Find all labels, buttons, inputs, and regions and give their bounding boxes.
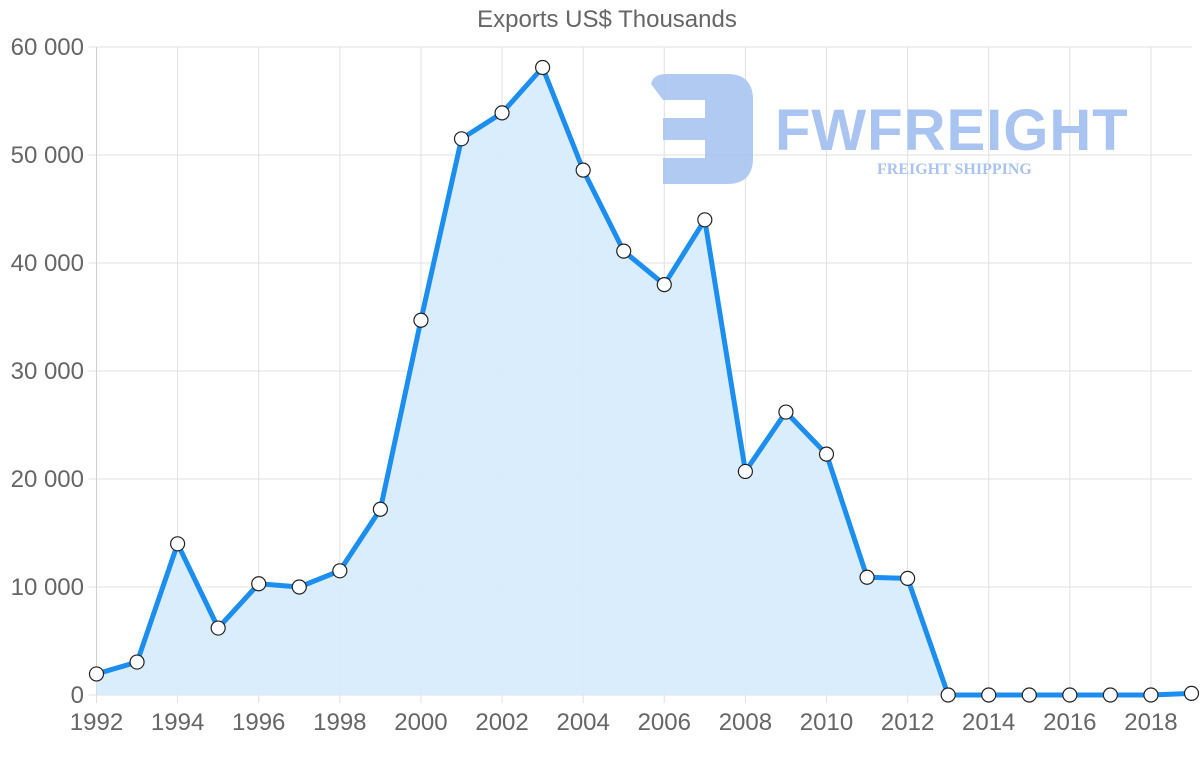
data-point <box>616 243 632 259</box>
data-point <box>778 404 794 420</box>
x-tick-label: 2012 <box>881 709 934 736</box>
x-tick-label: 2006 <box>638 709 691 736</box>
data-line <box>95 65 1192 698</box>
y-tick-label: 30 000 <box>11 358 84 385</box>
y-axis-ticks: 0 10 000 20 000 30 000 40 000 50 000 60 000 <box>11 34 84 709</box>
data-point <box>818 446 835 462</box>
x-axis-ticks: 1992 1994 1996 1998 2000 2002 2004 2006 2008 2010… <box>70 709 1178 736</box>
data-point <box>656 277 672 293</box>
data-point <box>1183 685 1200 701</box>
area-fill <box>96 67 1192 695</box>
y-tick-label: 50 000 <box>11 142 84 169</box>
data-point <box>494 105 510 121</box>
chart-title: Exports US$ Thousands <box>477 6 737 33</box>
data-point <box>1102 687 1118 703</box>
data-point <box>291 579 307 595</box>
y-tick-label: 20 000 <box>11 466 84 493</box>
x-tick-label: 2008 <box>719 709 772 736</box>
y-tick-label: 60 000 <box>11 34 84 61</box>
data-markers <box>88 59 1200 703</box>
data-point <box>170 536 186 552</box>
data-point <box>900 570 916 586</box>
y-tick-label: 40 000 <box>11 250 84 277</box>
data-point <box>1021 687 1037 703</box>
data-point <box>535 59 551 76</box>
data-point <box>697 212 713 228</box>
data-point <box>737 463 753 480</box>
data-point <box>210 620 226 636</box>
data-point <box>251 576 267 592</box>
x-tick-label: 1994 <box>151 709 204 736</box>
x-tick-label: 2010 <box>800 709 853 736</box>
x-tick-label: 2000 <box>394 709 447 736</box>
data-point <box>332 563 348 579</box>
data-point <box>981 687 997 703</box>
data-point <box>129 654 145 670</box>
data-point <box>1143 687 1159 703</box>
x-tick-label: 1996 <box>232 709 285 736</box>
data-point <box>940 687 956 703</box>
x-tick-label: 2004 <box>556 709 609 736</box>
data-point <box>88 666 105 682</box>
data-point <box>453 131 470 147</box>
x-tick-label: 2016 <box>1043 709 1096 736</box>
x-tick-label: 1992 <box>70 709 123 736</box>
x-tick-label: 1998 <box>313 709 366 736</box>
x-tick-label: 2014 <box>962 709 1015 736</box>
data-point <box>372 501 388 517</box>
data-point <box>859 569 875 585</box>
data-point <box>413 312 429 328</box>
data-point <box>1062 687 1078 703</box>
y-tick-label: 0 <box>71 682 84 709</box>
data-point <box>575 162 591 178</box>
x-tick-label: 2018 <box>1124 709 1177 736</box>
y-tick-label: 10 000 <box>11 574 84 601</box>
x-tick-label: 2002 <box>475 709 528 736</box>
